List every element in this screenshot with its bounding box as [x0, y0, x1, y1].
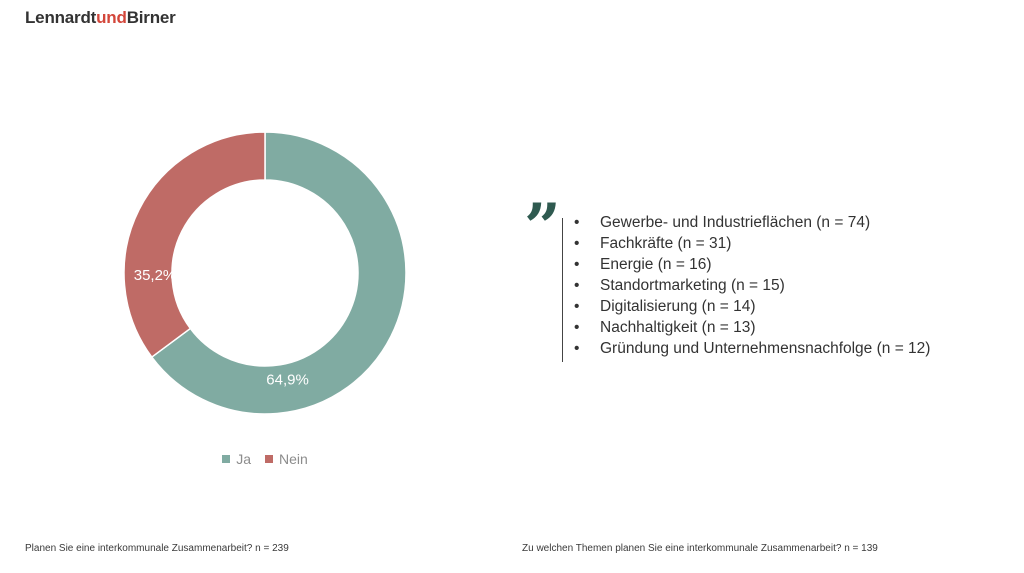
- brand-logo: LennardtundBirner: [25, 8, 176, 28]
- bullet-icon: •: [574, 277, 580, 294]
- topic-item: • Standortmarketing (n = 15): [572, 275, 930, 296]
- legend-item-nein: Nein: [265, 451, 308, 467]
- topic-item: • Gründung und Unternehmensnachfolge (n =…: [572, 338, 930, 359]
- topic-item: • Digitalisierung (n = 14): [572, 296, 930, 317]
- legend-swatch-ja: [222, 455, 231, 463]
- bullet-icon: •: [574, 256, 580, 273]
- topic-label: Nachhaltigkeit (n = 13): [600, 319, 756, 336]
- legend-item-ja: Ja: [222, 451, 251, 467]
- data-label-ja: 64,9%: [266, 372, 309, 389]
- topic-label: Energie (n = 16): [600, 256, 712, 273]
- brand-logo-part2: und: [96, 8, 127, 27]
- slice-ja: [150, 131, 407, 415]
- topic-label: Gründung und Unternehmensnachfolge (n = …: [600, 340, 931, 357]
- topic-label: Gewerbe- und Industrieflächen (n = 74): [600, 214, 871, 231]
- legend-label-ja: Ja: [236, 451, 251, 467]
- topic-label: Fachkräfte (n = 31): [600, 235, 732, 252]
- brand-logo-part3: Birner: [126, 8, 176, 27]
- brand-logo-part1: Lennardt: [25, 8, 97, 27]
- footnote-left: Planen Sie eine interkommunale Zusammena…: [25, 543, 289, 554]
- slice-nein: [123, 131, 266, 359]
- bullet-icon: •: [574, 340, 580, 357]
- topics-divider: [562, 218, 563, 362]
- data-label-nein: 35,2%: [134, 267, 177, 284]
- bullet-icon: •: [574, 235, 580, 252]
- quote-mark-icon: ”: [524, 190, 561, 265]
- topic-item: • Fachkräfte (n = 31): [572, 233, 930, 254]
- legend-swatch-nein: [265, 455, 273, 463]
- topic-item: • Gewerbe- und Industrieflächen (n = 74): [572, 212, 930, 233]
- topic-label: Digitalisierung (n = 14): [600, 298, 756, 315]
- footnote-right: Zu welchen Themen planen Sie eine interk…: [522, 543, 878, 554]
- chart-legend: Ja Nein: [0, 451, 530, 467]
- topic-label: Standortmarketing (n = 15): [600, 277, 785, 294]
- bullet-icon: •: [574, 319, 580, 336]
- legend-label-nein: Nein: [279, 451, 308, 467]
- topic-item: • Nachhaltigkeit (n = 13): [572, 317, 930, 338]
- donut-chart: 64,9% 35,2%: [123, 131, 407, 415]
- bullet-icon: •: [574, 298, 580, 315]
- topics-list: • Gewerbe- und Industrieflächen (n = 74) …: [572, 212, 930, 359]
- topic-item: • Energie (n = 16): [572, 254, 930, 275]
- bullet-icon: •: [574, 214, 580, 231]
